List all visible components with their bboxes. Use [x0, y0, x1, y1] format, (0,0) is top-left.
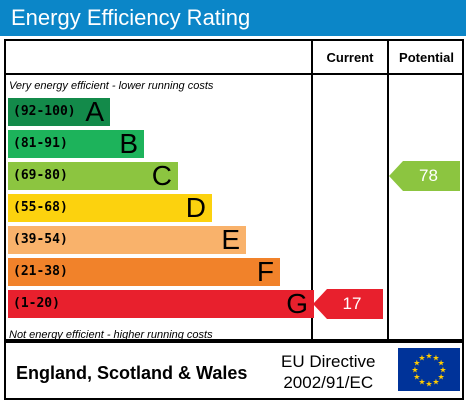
eu-flag-icon: ★ ★ ★ ★ ★ ★ ★ ★ ★ ★ ★ ★	[398, 348, 460, 391]
band-e: (39-54) E	[8, 224, 246, 255]
eu-star: ★	[438, 359, 445, 368]
band-d: (55-68) D	[8, 192, 212, 223]
current-rating-arrow-value: 17	[342, 294, 362, 313]
band-range: (92-100)	[13, 104, 76, 119]
band-b: (81-91) B	[8, 128, 144, 159]
column-divider-current	[311, 39, 313, 341]
band-range: (55-68)	[13, 200, 68, 215]
eu-star: ★	[432, 378, 439, 387]
eu-star: ★	[425, 352, 432, 361]
eu-star: ★	[413, 359, 420, 368]
band-range: (1-20)	[13, 296, 60, 311]
band-range: (21-38)	[13, 264, 68, 279]
header-divider	[4, 73, 464, 75]
footer	[4, 341, 464, 400]
band-letter: F	[256, 256, 274, 287]
eu-star: ★	[438, 373, 445, 382]
potential-rating-arrow-shape	[389, 161, 460, 191]
eu-star: ★	[418, 353, 425, 362]
eu-directive: EU Directive 2002/91/EC	[281, 351, 375, 393]
band-c: (69-80) C	[8, 160, 178, 191]
band-range: (69-80)	[13, 168, 68, 183]
band-letter: G	[286, 288, 308, 319]
band-letter: C	[151, 160, 172, 191]
eu-star: ★	[432, 353, 439, 362]
eu-star: ★	[411, 366, 418, 375]
eu-star: ★	[439, 366, 446, 375]
band-range: (81-91)	[13, 136, 68, 151]
band-letter: D	[185, 192, 206, 223]
band-g: (1-20) G	[8, 288, 314, 319]
band-letter: A	[85, 96, 104, 127]
chart-title: Energy Efficiency Rating	[11, 5, 251, 30]
band-a: (92-100) A	[8, 96, 110, 127]
column-header-potential: Potential	[399, 50, 454, 65]
current-rating-arrow-shape	[313, 289, 383, 319]
band-range: (39-54)	[13, 232, 68, 247]
band-f: (21-38) F	[8, 256, 280, 287]
eu-directive-line2: 2002/91/EC	[283, 373, 374, 392]
column-divider-potential	[387, 39, 389, 341]
note-top: Very energy efficient - lower running co…	[9, 80, 214, 92]
title-bar: Energy Efficiency Rating	[0, 0, 466, 36]
eu-directive-line1: EU Directive	[281, 352, 376, 371]
column-header-current: Current	[326, 50, 374, 65]
chart-frame	[4, 39, 464, 341]
footer-region: England, Scotland & Wales	[16, 363, 248, 383]
note-bottom: Not energy efficient - higher running co…	[9, 329, 213, 341]
band-letter: E	[221, 224, 240, 255]
potential-rating-arrow: 78	[389, 161, 460, 191]
band-letter: B	[119, 128, 138, 159]
eu-star: ★	[413, 373, 420, 382]
potential-rating-arrow-value: 78	[419, 166, 438, 185]
current-rating-arrow: 17	[313, 289, 383, 319]
eu-star: ★	[425, 380, 432, 389]
eu-star: ★	[418, 378, 425, 387]
